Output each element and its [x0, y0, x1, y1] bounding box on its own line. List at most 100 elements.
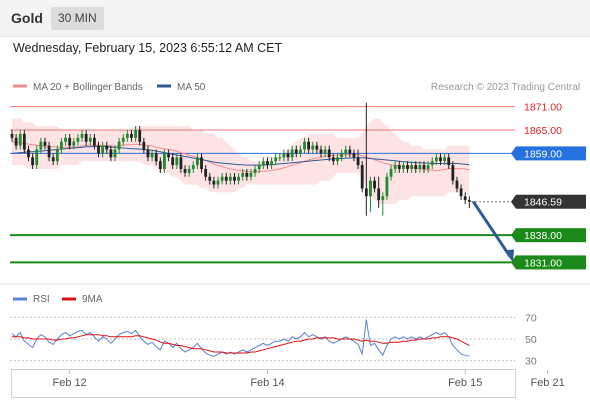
candle-body — [377, 188, 381, 201]
last-price-label-notch — [511, 194, 516, 209]
candle-body — [93, 137, 96, 146]
candle — [80, 130, 84, 142]
legend-label-ma20: MA 20 + Bollinger Bands — [33, 82, 143, 93]
candle — [158, 157, 162, 173]
candle — [393, 161, 397, 173]
candle-body — [340, 153, 343, 158]
candle — [220, 172, 224, 185]
candle — [237, 172, 240, 185]
resistance-1-label: 1865.00 — [524, 125, 562, 137]
instrument-title: Gold — [11, 10, 43, 26]
candle-body — [18, 133, 22, 146]
candle — [212, 176, 216, 189]
candle — [327, 145, 331, 162]
candle-body — [212, 180, 216, 185]
support-2-label: 1831.00 — [524, 257, 562, 269]
candle — [117, 137, 121, 154]
candle — [455, 176, 459, 193]
timeframe-button[interactable]: 30 MIN — [51, 7, 104, 30]
candle — [439, 153, 442, 166]
candle-body — [323, 149, 327, 154]
x-tick-label: Feb 12 — [53, 377, 87, 389]
candle — [179, 153, 183, 173]
bollinger-band-fill — [12, 118, 470, 204]
support-1-label-bg — [516, 228, 586, 243]
pivot-label-bg — [516, 146, 586, 161]
candle — [397, 161, 401, 173]
rsi-legend-swatch-rsi — [13, 297, 27, 301]
rsi-tick-70: 70 — [525, 312, 537, 324]
candle-body — [97, 145, 100, 154]
candle — [377, 176, 381, 208]
candle — [208, 172, 212, 185]
legend-label-ma50: MA 50 — [177, 82, 206, 93]
candle — [187, 165, 191, 177]
candle — [93, 133, 96, 150]
candle-body — [360, 165, 364, 189]
candle-body — [434, 157, 438, 162]
candle-body — [183, 168, 187, 173]
candle — [216, 176, 220, 189]
candle — [84, 130, 88, 146]
candle-body — [282, 153, 286, 158]
candle-body — [204, 168, 208, 177]
candle-body — [125, 133, 129, 138]
candle-body — [163, 153, 166, 169]
candle — [43, 137, 47, 150]
candle-body — [237, 176, 240, 181]
candle-body — [51, 157, 55, 162]
candle-body — [76, 137, 80, 142]
candle-body — [245, 172, 249, 177]
candle-body — [80, 133, 84, 138]
time-axis-frame — [11, 369, 516, 398]
candle-body — [336, 157, 339, 162]
candle — [27, 145, 30, 162]
candle — [336, 153, 339, 166]
candle-body — [443, 157, 446, 162]
candle-body — [191, 165, 195, 169]
candle — [303, 137, 306, 154]
candle — [340, 149, 343, 162]
candle — [31, 153, 34, 169]
pivot-label-notch — [511, 146, 516, 161]
candle-body — [290, 149, 294, 158]
candle — [426, 161, 430, 173]
candle-body — [303, 141, 306, 150]
candle-body — [10, 133, 14, 138]
candle-body — [196, 157, 199, 166]
candle — [410, 161, 414, 173]
candle-body — [274, 157, 278, 162]
candle — [299, 145, 302, 158]
candle-body — [134, 130, 137, 138]
candle-body — [84, 133, 88, 142]
resistance-2-label: 1871.00 — [524, 102, 562, 114]
rsi-legend-label-rsi: RSI — [33, 294, 50, 305]
rsi-ma-line — [12, 334, 470, 354]
candle-body — [105, 145, 109, 150]
candle — [72, 137, 76, 150]
candle-body — [179, 157, 183, 169]
candle — [315, 141, 319, 154]
candle-body — [381, 196, 385, 201]
candle — [311, 141, 315, 154]
candle — [142, 137, 146, 154]
ma50-line — [11, 145, 470, 166]
candle — [138, 126, 142, 146]
candle — [47, 141, 51, 162]
candle-body — [241, 172, 245, 177]
candle-body — [27, 149, 30, 158]
candle-body — [389, 168, 393, 177]
candle-body — [39, 141, 43, 150]
candle-body — [447, 157, 451, 166]
candle — [282, 149, 286, 162]
candle — [253, 165, 257, 177]
candle — [270, 157, 273, 169]
candle — [249, 168, 253, 181]
candle-body — [130, 133, 133, 138]
candle-body — [393, 165, 397, 169]
candle-body — [373, 180, 376, 189]
candle-body — [463, 196, 467, 201]
candle — [290, 145, 294, 162]
candle — [55, 145, 59, 166]
candle-body — [430, 161, 434, 166]
